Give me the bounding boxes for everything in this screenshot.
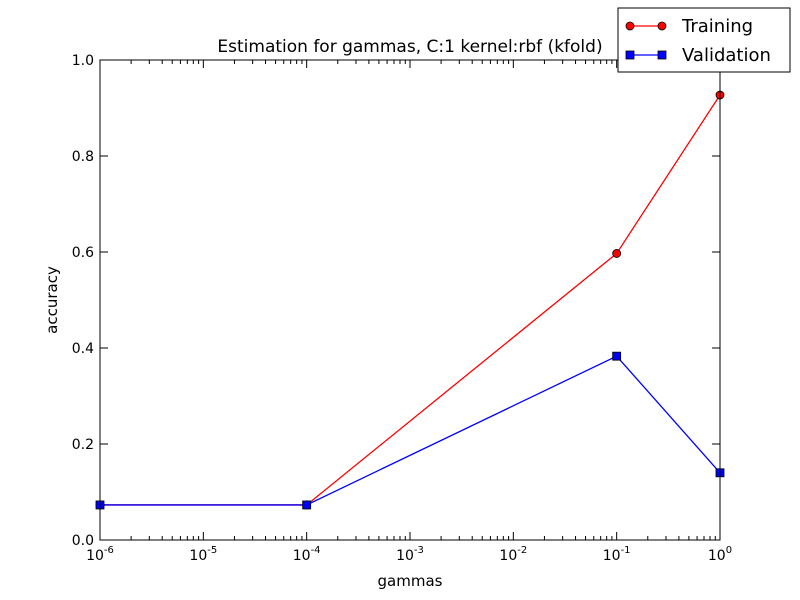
x-tick-label: 10-1 xyxy=(603,545,631,564)
legend-label-training: Training xyxy=(681,16,753,37)
x-tick-label-exp: -5 xyxy=(207,545,217,556)
x-tick-label-exp: -6 xyxy=(104,545,114,556)
data-point-validation xyxy=(302,500,312,510)
legend-marker-validation xyxy=(625,50,635,60)
y-tick-label: 0.0 xyxy=(72,533,94,549)
x-tick-label-base: 10 xyxy=(603,548,621,564)
x-tick-label-exp: -3 xyxy=(414,545,424,556)
x-axis-label: gammas xyxy=(378,572,443,590)
plot-frame xyxy=(99,59,721,541)
x-tick-label-exp: -1 xyxy=(621,545,631,556)
x-tick-label: 10-4 xyxy=(293,545,321,564)
legend-entry-training: Training xyxy=(625,16,753,37)
plot-area xyxy=(100,60,720,540)
x-tick-label: 100 xyxy=(708,545,732,564)
x-tick-label-base: 10 xyxy=(499,548,517,564)
y-tick-label: 0.4 xyxy=(72,341,94,357)
series-line-validation xyxy=(100,355,721,506)
y-tick-label: 1.0 xyxy=(72,53,94,69)
y-tick-label: 0.6 xyxy=(72,245,94,261)
legend-label-validation: Validation xyxy=(682,45,771,66)
x-tick-label-exp: -2 xyxy=(517,545,527,556)
x-tick-label-base: 10 xyxy=(708,548,726,564)
y-tick-label: 0.8 xyxy=(72,149,94,165)
x-tick-label-exp: 0 xyxy=(726,545,732,556)
x-tick-label-exp: -4 xyxy=(311,545,321,556)
y-axis-label: accuracy xyxy=(43,266,61,334)
x-tick-label-base: 10 xyxy=(396,548,414,564)
x-tick-label: 10-5 xyxy=(189,545,217,564)
legend-marker-validation xyxy=(657,50,667,60)
chart-title: Estimation for gammas, C:1 kernel:rbf (k… xyxy=(217,37,602,57)
data-point-validation xyxy=(612,351,622,361)
legend-marker-training xyxy=(657,21,667,31)
data-point-training xyxy=(612,249,622,258)
x-tick-label: 10-2 xyxy=(499,545,527,564)
y-tick-label: 0.2 xyxy=(72,437,94,453)
legend-entry-validation: Validation xyxy=(625,45,771,66)
legend-marker-training xyxy=(625,21,635,31)
x-tick-labels: 10-6 10-5 10-4 10-3 10-2 10-1 100 xyxy=(86,545,732,564)
x-tick-label-base: 10 xyxy=(293,548,311,564)
y-tick-labels: 0.0 0.2 0.4 0.6 0.8 1.0 xyxy=(72,53,94,549)
x-tick-label: 10-3 xyxy=(396,545,424,564)
legend-box xyxy=(617,7,791,73)
x-tick-label: 10-6 xyxy=(86,545,114,564)
x-tick-label-base: 10 xyxy=(86,548,104,564)
legend: Training Validation xyxy=(617,7,791,73)
x-tick-label-base: 10 xyxy=(189,548,207,564)
